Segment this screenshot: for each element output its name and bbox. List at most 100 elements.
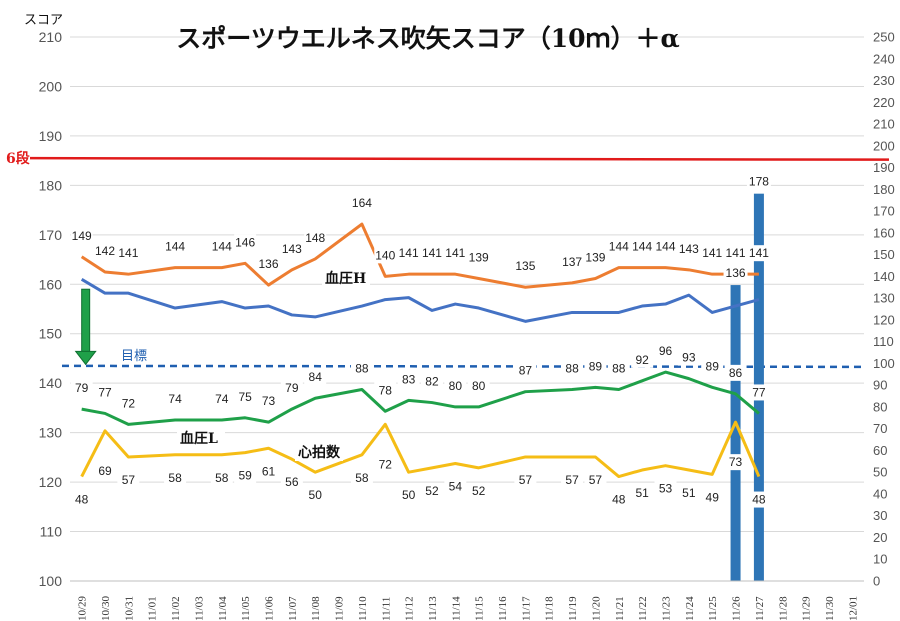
right-tick-label: 20 xyxy=(873,530,887,545)
data-label: 54 xyxy=(449,479,463,493)
data-label: 149 xyxy=(72,229,92,243)
rank-6dan-line xyxy=(29,156,890,161)
data-label-bg xyxy=(164,238,187,255)
x-tick-label: 11/04 xyxy=(217,596,229,621)
data-label: 51 xyxy=(635,486,649,500)
data-label-bg xyxy=(397,371,420,388)
x-tick-label: 10/31 xyxy=(123,596,135,621)
data-label-bg xyxy=(420,245,443,262)
data-label: 49 xyxy=(706,490,720,504)
data-label-bg xyxy=(561,360,584,377)
data-label-bg xyxy=(514,362,537,379)
right-tick-label: 190 xyxy=(873,160,895,175)
left-tick-label: 190 xyxy=(39,128,63,144)
data-label-bg xyxy=(397,487,420,504)
data-label: 58 xyxy=(168,471,182,485)
data-label-bg xyxy=(467,482,490,499)
right-tick-label: 100 xyxy=(873,356,895,371)
left-tick-label: 170 xyxy=(39,227,63,243)
data-label-bg xyxy=(607,238,630,255)
data-label-bg xyxy=(723,265,748,282)
data-label-bg xyxy=(607,360,630,377)
data-label: 73 xyxy=(729,455,743,469)
data-label-bg xyxy=(654,238,677,255)
right-tick-label: 180 xyxy=(873,182,895,197)
right-tick-label: 90 xyxy=(873,378,887,393)
right-tick-label: 40 xyxy=(873,486,887,501)
x-tick-label: 10/29 xyxy=(77,595,89,621)
data-label: 58 xyxy=(355,471,369,485)
data-label: 136 xyxy=(258,257,278,271)
right-tick-label: 220 xyxy=(873,95,895,110)
right-tick-label: 140 xyxy=(873,269,895,284)
right-tick-label: 50 xyxy=(873,465,887,480)
x-tick-label: 11/15 xyxy=(474,596,486,621)
data-label-bg xyxy=(350,360,373,377)
data-label: 80 xyxy=(449,379,463,393)
rank-6dan-label: 6段 xyxy=(6,150,30,167)
x-tick-label: 11/16 xyxy=(497,596,509,621)
data-label: 141 xyxy=(702,246,722,260)
right-tick-label: 110 xyxy=(873,334,894,349)
data-label: 87 xyxy=(519,364,533,378)
data-label-bg xyxy=(561,471,584,488)
data-label: 58 xyxy=(215,471,229,485)
data-label: 84 xyxy=(309,370,323,384)
series-name-bg xyxy=(295,442,343,461)
data-label: 86 xyxy=(729,366,743,380)
data-label: 75 xyxy=(238,390,252,404)
data-label-bg xyxy=(234,388,257,405)
x-tick-label: 11/03 xyxy=(193,596,205,621)
data-label: 80 xyxy=(472,379,486,393)
data-label: 69 xyxy=(98,464,112,478)
data-label: 141 xyxy=(749,246,769,260)
data-label: 139 xyxy=(469,251,489,265)
x-tick-label: 11/07 xyxy=(287,596,299,621)
right-tick-label: 200 xyxy=(873,138,895,153)
x-tick-label: 11/24 xyxy=(684,596,696,621)
x-tick-label: 11/29 xyxy=(801,596,813,621)
x-tick-label: 11/08 xyxy=(310,596,322,621)
data-label-bg xyxy=(724,454,747,471)
data-label: 144 xyxy=(609,240,629,254)
right-tick-label: 10 xyxy=(873,552,887,567)
left-tick-label: 130 xyxy=(39,425,63,441)
left-tick-label: 180 xyxy=(39,177,63,193)
data-label: 79 xyxy=(285,381,299,395)
data-label-bg xyxy=(677,349,700,366)
right-tick-label: 0 xyxy=(873,574,880,589)
chart-title: スポーツウエルネス吹矢スコア（10ｍ）＋α xyxy=(176,24,680,53)
data-label-bg xyxy=(631,238,654,255)
data-label-bg xyxy=(654,343,677,360)
data-label: 72 xyxy=(379,457,393,471)
x-tick-label: 11/01 xyxy=(147,596,159,621)
arrow-head xyxy=(74,350,97,366)
series-line xyxy=(80,420,761,479)
data-label-bg xyxy=(164,469,187,486)
data-label-bg xyxy=(70,380,93,397)
data-label: 148 xyxy=(305,231,325,245)
data-label-bg xyxy=(94,384,117,401)
right-tick-label: 70 xyxy=(873,421,887,436)
data-label-bg xyxy=(584,358,607,375)
data-label-bg xyxy=(234,234,257,251)
data-label-bg xyxy=(374,247,397,264)
data-label-bg xyxy=(94,462,117,479)
data-label-bg xyxy=(350,195,373,212)
reference-lines: 6段 目標 xyxy=(6,150,890,369)
data-label-bg xyxy=(677,485,700,502)
right-tick-label: 160 xyxy=(873,225,895,240)
series-line xyxy=(80,278,760,323)
data-label-bg xyxy=(304,229,327,246)
right-tick-label: 120 xyxy=(873,312,895,327)
left-tick-label: 210 xyxy=(39,29,63,45)
x-tick-label: 11/25 xyxy=(707,596,719,621)
data-label: 48 xyxy=(75,493,89,507)
series-name-label: 心拍数 xyxy=(298,444,341,461)
data-label: 50 xyxy=(309,488,323,502)
x-tick-label: 11/28 xyxy=(777,596,789,621)
data-label: 74 xyxy=(215,392,229,406)
data-label: 56 xyxy=(285,475,299,489)
data-label-bg xyxy=(117,471,140,488)
data-label: 73 xyxy=(262,394,276,408)
